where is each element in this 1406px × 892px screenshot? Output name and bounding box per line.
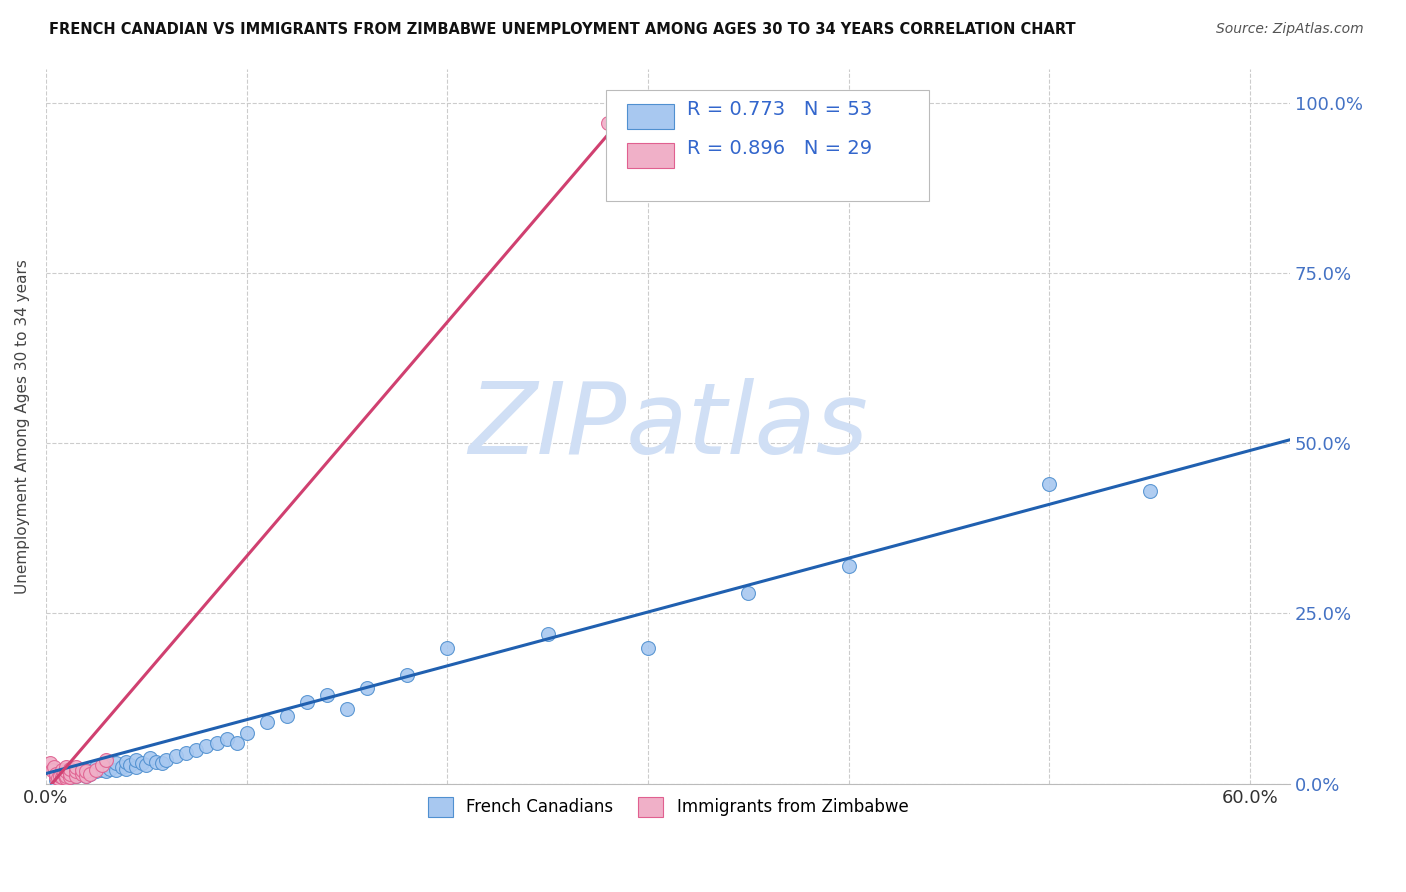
Point [55,760,77,774]
Point [65,764,87,779]
Point [55,772,77,786]
Text: FRENCH CANADIAN VS IMMIGRANTS FROM ZIMBABWE UNEMPLOYMENT AMONG AGES 30 TO 34 YEA: FRENCH CANADIAN VS IMMIGRANTS FROM ZIMBA… [49,22,1076,37]
Point [55,768,77,782]
Point [84,763,107,777]
Point [75,768,97,782]
Text: R = 0.896   N = 29: R = 0.896 N = 29 [686,139,872,158]
Point [105,756,128,771]
Point [45,770,67,784]
Point [46,772,69,786]
Point [53,766,76,780]
Point [45,766,67,780]
Point [70,766,93,780]
Point [1038,477,1060,491]
Point [59,770,82,784]
Point [79,766,101,780]
Point [276,708,298,723]
Point [70,763,93,777]
Point [51,772,73,786]
FancyBboxPatch shape [627,144,675,168]
Point [396,667,419,681]
Point [65,768,87,782]
Point [295,695,318,709]
Point [91,757,114,772]
Point [165,749,187,764]
Point [79,766,101,780]
Point [315,688,337,702]
Point [51,763,73,777]
Point [596,116,619,130]
Point [115,762,138,776]
Point [125,753,148,767]
Point [131,756,153,771]
Point [41,763,63,777]
Point [91,763,114,777]
Point [111,760,134,774]
Point [51,770,73,784]
Point [55,770,77,784]
Point [65,768,87,782]
Text: ZIPatlas: ZIPatlas [468,377,868,475]
Point [235,725,257,739]
Point [84,760,107,774]
Point [96,753,118,767]
Point [59,762,82,776]
FancyBboxPatch shape [606,90,929,201]
Point [195,739,218,754]
Point [225,736,247,750]
Point [75,763,97,777]
Point [96,757,118,772]
Point [55,764,77,779]
Point [39,756,62,771]
Point [155,753,177,767]
FancyBboxPatch shape [627,104,675,128]
Point [105,763,128,777]
Point [637,640,659,655]
Point [98,762,121,776]
Point [49,768,72,782]
Point [96,764,118,779]
Point [70,766,93,780]
Point [336,702,359,716]
Point [139,751,162,765]
Point [115,755,138,769]
Point [65,764,87,779]
Point [55,766,77,780]
Point [65,760,87,774]
Point [215,732,238,747]
Point [356,681,378,696]
Point [205,736,228,750]
Point [150,756,173,771]
Point [186,742,208,756]
Point [42,760,65,774]
Legend: French Canadians, Immigrants from Zimbabwe: French Canadians, Immigrants from Zimbab… [419,789,917,825]
Point [145,755,167,769]
Point [176,746,198,760]
Point [125,760,148,774]
Point [59,770,82,784]
Point [436,640,458,655]
Point [838,558,860,573]
Point [256,715,278,730]
Point [120,757,142,772]
Point [135,757,157,772]
Text: R = 0.773   N = 53: R = 0.773 N = 53 [686,100,872,119]
Point [1139,483,1161,498]
Point [59,766,82,780]
Point [84,764,107,779]
Text: Source: ZipAtlas.com: Source: ZipAtlas.com [1216,22,1364,37]
Y-axis label: Unemployment Among Ages 30 to 34 years: Unemployment Among Ages 30 to 34 years [15,259,30,593]
Point [45,773,67,788]
Point [75,768,97,782]
Point [75,764,97,779]
Point [737,586,759,600]
Point [536,627,558,641]
